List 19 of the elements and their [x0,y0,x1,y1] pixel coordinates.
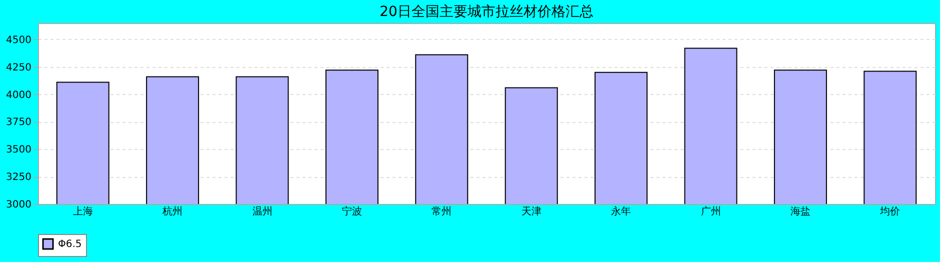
y-tick-label: 4250 [6,62,32,74]
x-tick-label: 天津 [521,206,542,218]
x-tick-label: 均价 [879,206,900,218]
y-tick-label: 4500 [6,34,32,46]
x-tick-label: 宁波 [342,206,362,218]
x-tick-label: 温州 [252,206,272,218]
chart-title: 20日全国主要城市拉丝材价格汇总 [380,4,594,20]
x-tick-label: 永年 [611,206,632,218]
y-tick-label: 3500 [6,144,32,156]
y-tick-label: 3250 [6,172,32,184]
legend-label: Φ6.5 [58,239,82,250]
x-tick-label: 海盐 [790,206,810,218]
x-tick-label: 常州 [432,206,452,218]
y-tick-label: 3750 [6,117,32,128]
x-tick-label: 广州 [700,206,721,218]
y-tick-label: 3000 [6,200,32,210]
x-tick-label: 杭州 [162,206,183,218]
x-tick-label: 上海 [72,206,93,218]
y-tick-label: 4000 [6,90,32,101]
